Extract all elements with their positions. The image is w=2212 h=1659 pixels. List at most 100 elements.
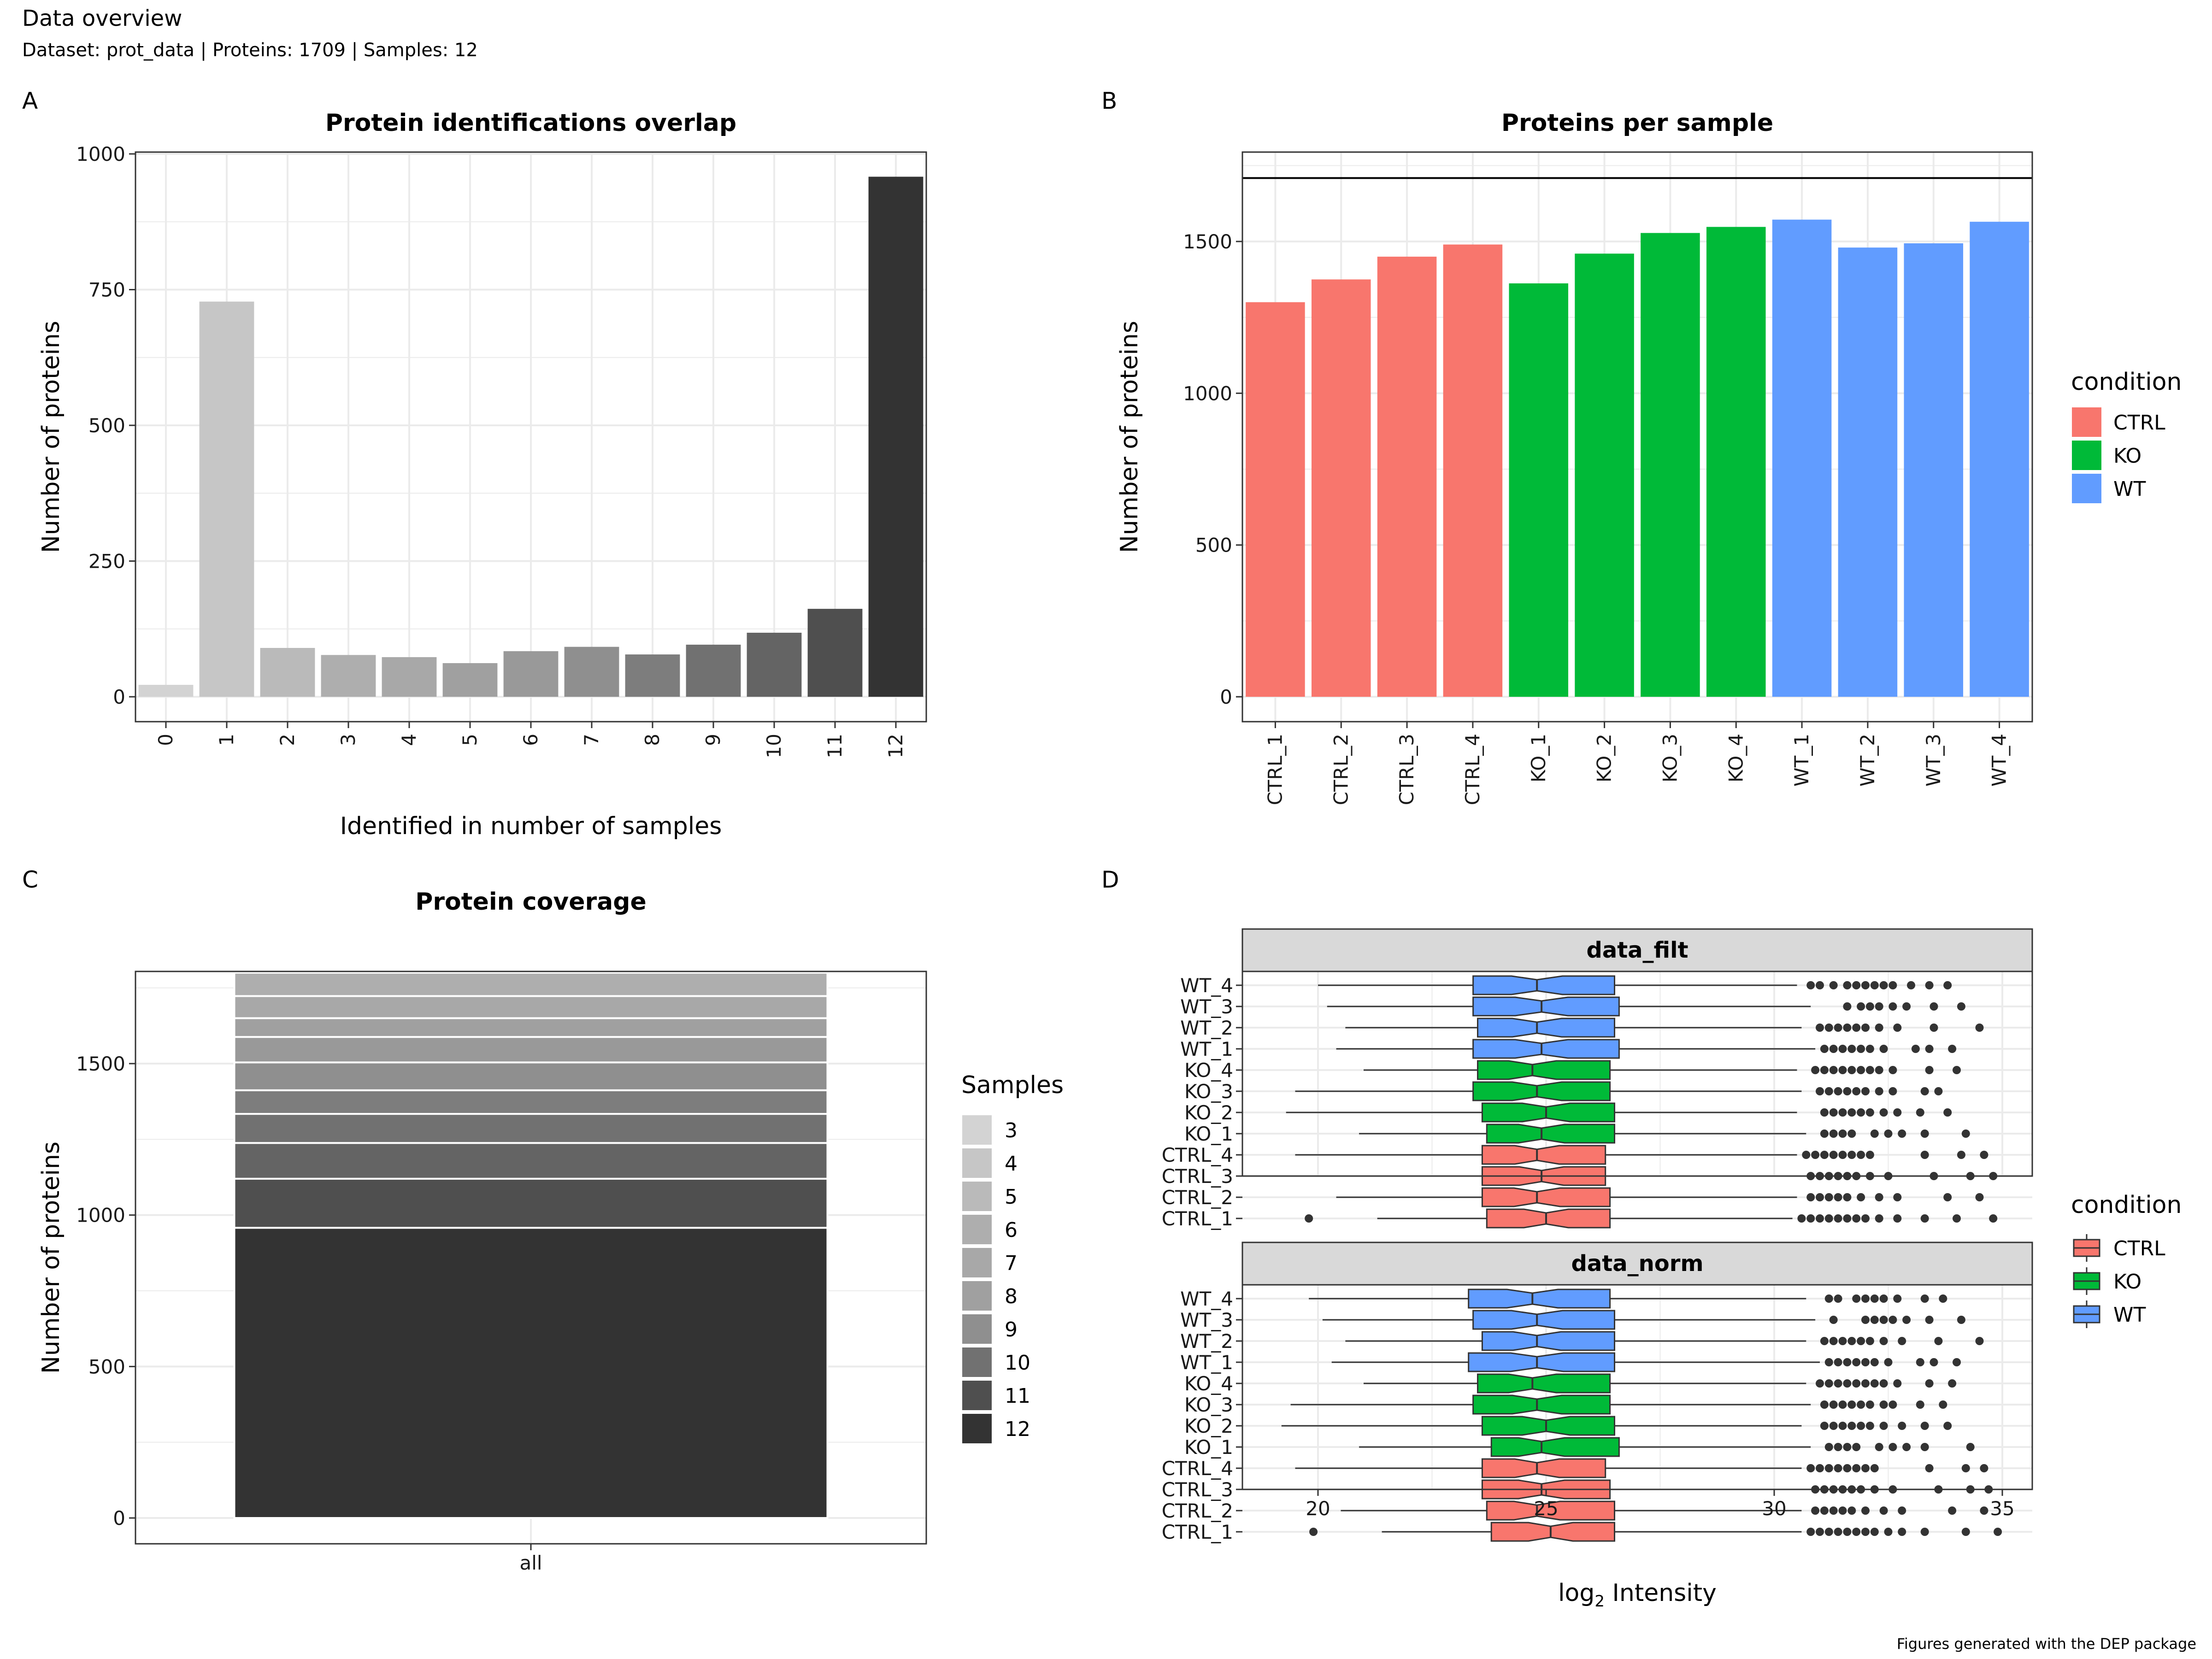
panel-d-box xyxy=(1486,1500,1615,1521)
panel-b-bar-WT_4 xyxy=(1970,222,2029,697)
panel-d-outlier xyxy=(1852,981,1861,989)
panel-d-outlier xyxy=(1834,1528,1842,1536)
panel-d-legend-label-ctrl: CTRL xyxy=(2113,1237,2165,1260)
panel-d-outlier xyxy=(1829,1045,1838,1053)
panel-d-ytick-label: CTRL_1 xyxy=(1162,1207,1233,1230)
panel-c-legend-key-4 xyxy=(962,1148,992,1178)
panel-d-outlier xyxy=(1802,1151,1811,1159)
panel-d-outlier xyxy=(1852,1379,1861,1388)
panel-d-outlier xyxy=(1816,1379,1824,1388)
panel-d-facet-border xyxy=(1241,971,2033,1177)
panel-d-outlier xyxy=(1806,1193,1815,1201)
panel-b-xtick-label: KO_4 xyxy=(1724,734,1747,782)
panel-d-outlier xyxy=(1834,1443,1842,1451)
panel-d-outlier xyxy=(1930,1358,1938,1366)
panel-d-outlier xyxy=(1806,981,1815,989)
panel-b-bar-CTRL_4 xyxy=(1443,244,1503,697)
panel-d-outlier xyxy=(1920,1422,1929,1430)
panel-d-outlier xyxy=(1816,981,1824,989)
panel-d-outlier xyxy=(1893,1024,1902,1032)
panel-d-outlier xyxy=(1875,1214,1883,1223)
panel-d-facet-background xyxy=(1242,971,2032,1176)
panel-d-xtick-label: 30 xyxy=(1762,1497,1786,1520)
panel-d-outlier xyxy=(1861,1464,1870,1472)
panel-c-legend-key-7 xyxy=(962,1248,992,1277)
panel-b-bar-KO_4 xyxy=(1706,227,1766,697)
panel-d-ytick-label: WT_3 xyxy=(1180,995,1233,1018)
panel-a-title: Protein identifications overlap xyxy=(325,109,736,137)
panel-a-ytick-label: 750 xyxy=(88,279,125,301)
panel-d-outlier xyxy=(1834,1214,1842,1223)
panel-d-outlier xyxy=(1888,981,1897,989)
panel-d-outlier xyxy=(1857,1108,1865,1117)
panel-c-stack-segment-12 xyxy=(233,1227,829,1519)
panel-a-xtick-label: 11 xyxy=(824,734,846,758)
panel-a-bar-11 xyxy=(807,609,863,697)
panel-d-outlier xyxy=(1829,1422,1838,1430)
panel-d-outlier xyxy=(1925,1045,1934,1053)
panel-d-outlier xyxy=(1893,1294,1902,1303)
panel-d-outlier xyxy=(1870,1528,1879,1536)
panel-d-ytick-label: KO_3 xyxy=(1184,1394,1233,1416)
panel-a-bar-9 xyxy=(686,644,741,697)
panel-d-outlier xyxy=(1305,1214,1313,1223)
panel-d-facet-label-data_filt: data_filt xyxy=(1586,937,1688,963)
panel-a-xtick-label: 10 xyxy=(763,734,785,758)
panel-d-outlier xyxy=(1816,1464,1824,1472)
panel-d-outlier xyxy=(1861,1316,1870,1324)
panel-a-xtick-label: 4 xyxy=(398,734,420,746)
panel-c-legend-label-8: 8 xyxy=(1005,1285,1018,1308)
panel-d-outlier xyxy=(1820,1506,1829,1515)
panel-d-box xyxy=(1490,1437,1620,1457)
panel-b-ytick-label: 1500 xyxy=(1183,230,1232,253)
panel-b-bar-CTRL_3 xyxy=(1377,256,1437,697)
panel-d-outlier xyxy=(1975,1193,1984,1201)
panel-d-outlier xyxy=(1806,1528,1815,1536)
panel-d-outlier xyxy=(1820,1130,1829,1138)
panel-d-outlier xyxy=(1884,1130,1893,1138)
panel-c-legend-label-6: 6 xyxy=(1005,1218,1018,1242)
panel-d-outlier xyxy=(1843,1193,1852,1201)
panel-d-outlier xyxy=(1829,981,1838,989)
panel-d-ytick-label: CTRL_3 xyxy=(1162,1478,1233,1501)
panel-d-outlier xyxy=(1834,1024,1842,1032)
panel-d-outlier xyxy=(1834,1193,1842,1201)
panel-d-outlier xyxy=(1920,1294,1929,1303)
panel-c-stack-segment-7 xyxy=(233,1061,829,1091)
panel-d-outlier xyxy=(1861,1087,1870,1095)
panel-d-ytick-label: WT_4 xyxy=(1180,1288,1233,1310)
panel-a-xtick-label: 5 xyxy=(459,734,481,746)
panel-d-outlier xyxy=(1943,1422,1952,1430)
panel-d-outlier xyxy=(1847,1506,1856,1515)
panel-d-outlier xyxy=(1888,1066,1897,1074)
panel-d-outlier xyxy=(1857,1045,1865,1053)
panel-d-xtick-label: 20 xyxy=(1306,1497,1330,1520)
panel-d-outlier xyxy=(1875,1024,1883,1032)
panel-d-outlier xyxy=(1943,1108,1952,1117)
panel-d-outlier xyxy=(1879,1379,1888,1388)
panel-d-outlier xyxy=(1861,981,1870,989)
panel-b-xtick-label: WT_4 xyxy=(1988,734,2011,787)
panel-c-legend-label-9: 9 xyxy=(1005,1318,1018,1341)
panel-d-outlier xyxy=(1893,1214,1902,1223)
panel-d-outlier xyxy=(1843,1358,1852,1366)
panel-d-outlier xyxy=(1925,1379,1934,1388)
panel-d-outlier xyxy=(1930,1024,1938,1032)
panel-d-outlier xyxy=(1879,1422,1888,1430)
panel-d-outlier xyxy=(1834,1358,1842,1366)
panel-d-outlier xyxy=(1852,1024,1861,1032)
panel-d-ytick-label: KO_4 xyxy=(1184,1059,1233,1082)
panel-d-box xyxy=(1481,1145,1606,1165)
panel-d-outlier xyxy=(1925,1066,1934,1074)
panel-d-outlier xyxy=(1852,1528,1861,1536)
panel-d-box xyxy=(1472,975,1615,995)
panel-d-outlier xyxy=(1961,1528,1970,1536)
panel-d-outlier xyxy=(1879,1337,1888,1345)
panel-c-title: Protein coverage xyxy=(415,888,647,916)
panel-d-outlier xyxy=(1934,1337,1943,1345)
panel-d-outlier xyxy=(1925,981,1934,989)
panel-c-legend-key-8 xyxy=(962,1281,992,1311)
panel-c-legend-title: Samples xyxy=(961,1071,1064,1099)
panel-d-outlier xyxy=(1865,1045,1874,1053)
panel-c-stack-segment-5 xyxy=(233,1017,829,1038)
